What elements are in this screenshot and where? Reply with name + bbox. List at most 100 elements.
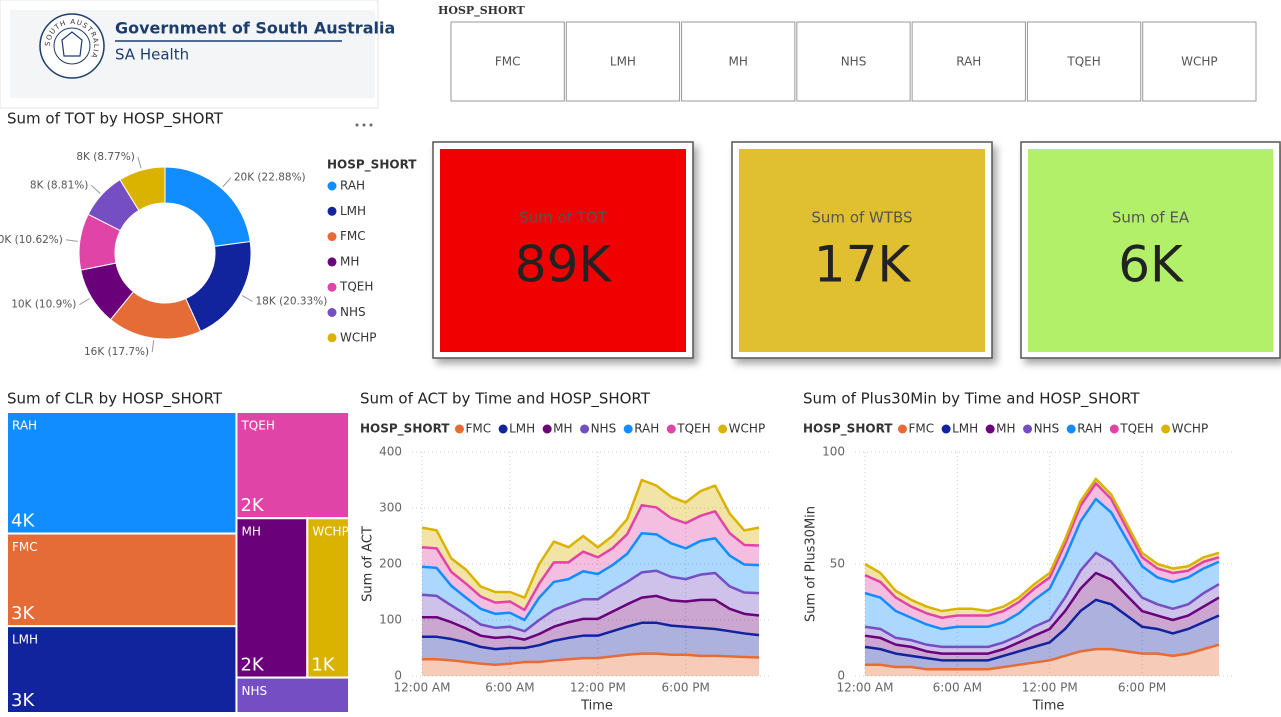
x-tick-label: 12:00 AM — [837, 681, 894, 695]
tile-value: 2K — [240, 495, 264, 516]
leader-line — [137, 156, 142, 169]
y-axis-label: Sum of Plus30Min — [804, 506, 819, 622]
slicer-item-label: NHS — [841, 55, 867, 69]
leader-line — [151, 340, 155, 353]
logo-emblem — [61, 31, 83, 57]
series-line — [865, 643, 1220, 671]
series-line — [864, 477, 1220, 613]
slicer-item[interactable] — [681, 21, 796, 102]
legend-label: TQEH — [1119, 422, 1153, 436]
x-tick-label: 12:00 PM — [570, 681, 626, 695]
chart-title: Sum of ACT by Time and HOSP_SHORT — [360, 390, 651, 409]
slicer-item[interactable] — [450, 21, 565, 102]
logo-inner — [53, 27, 91, 65]
more-menu[interactable] — [355, 123, 373, 127]
legend-label: LMH — [509, 422, 535, 436]
header-title: Government of South Australia — [115, 19, 395, 38]
legend-label: RAH — [340, 179, 365, 193]
legend-label: NHS — [340, 305, 366, 319]
x-tick-label: 12:00 PM — [1022, 681, 1078, 695]
legend-marker — [985, 424, 995, 434]
legend-label: TQEH — [676, 422, 710, 436]
legend-title: HOSP_SHORT — [360, 422, 450, 437]
legend-label: RAH — [634, 422, 659, 436]
series-line — [421, 569, 760, 633]
leader-line — [222, 177, 232, 188]
data-label: 18K (20.33%) — [256, 295, 328, 307]
x-tick-label: 6:00 PM — [662, 681, 710, 695]
treemap-tile — [306, 517, 350, 679]
slicer-item-label: WCHP — [1181, 55, 1218, 69]
slicer-item[interactable] — [1026, 21, 1142, 102]
area-band — [422, 570, 759, 640]
legend-marker — [542, 424, 552, 434]
area-band — [422, 505, 759, 620]
legend-title: HOSP_SHORT — [327, 158, 417, 173]
series-line — [864, 598, 1220, 662]
series-line — [421, 503, 760, 612]
tile-label: RAH — [12, 419, 37, 433]
area-band — [865, 599, 1219, 670]
legend-marker — [327, 308, 337, 317]
x-tick-label: 6:00 AM — [933, 681, 982, 695]
legend-marker — [580, 424, 590, 434]
legend-marker — [498, 424, 508, 434]
legend-label: LMH — [340, 204, 366, 218]
y-tick-label: 300 — [379, 501, 402, 515]
area-band — [422, 595, 759, 650]
tile-value: 3K — [11, 690, 35, 711]
legend-marker — [666, 424, 676, 434]
card-value: 17K — [814, 236, 912, 294]
legend-label: MH — [996, 422, 1015, 436]
series-line — [421, 478, 760, 599]
slicer-item-label: TQEH — [1066, 55, 1100, 69]
x-tick-label: 12:00 AM — [394, 681, 451, 695]
slicer-item[interactable] — [911, 21, 1026, 102]
treemap-tile — [6, 532, 238, 628]
legend-marker — [327, 282, 337, 292]
legend-marker — [1109, 424, 1119, 434]
card-label: Sum of WTBS — [811, 209, 912, 227]
tile-value: 3K — [11, 603, 35, 624]
series-line — [864, 551, 1220, 649]
x-tick-label: 6:00 PM — [1118, 681, 1166, 695]
legend-marker — [897, 424, 907, 434]
slicer-title: HOSP_SHORT — [438, 4, 526, 18]
area-band — [865, 572, 1219, 661]
series-line — [864, 482, 1220, 620]
legend-label: NHS — [1034, 422, 1060, 436]
area-band — [865, 552, 1219, 654]
tile-label: MH — [241, 525, 260, 539]
header-subtitle: SA Health — [115, 46, 189, 64]
data-label: 10K (10.9%) — [11, 299, 76, 311]
y-tick-label: 100 — [379, 613, 402, 627]
treemap-tile — [235, 676, 350, 715]
treemap-tile — [235, 411, 350, 520]
legend-marker — [1023, 424, 1033, 434]
slicer-item[interactable] — [1142, 21, 1257, 102]
tile-label: NHS — [241, 684, 267, 698]
card-fill — [739, 149, 985, 352]
legend-label: FMC — [465, 422, 491, 436]
slicer-item[interactable] — [796, 21, 911, 102]
chart-title: Sum of Plus30Min by Time and HOSP_SHORT — [803, 390, 1140, 409]
legend-label: MH — [553, 422, 572, 436]
legend-marker — [327, 181, 337, 191]
legend-marker — [454, 424, 464, 434]
slicer-item[interactable] — [565, 21, 681, 102]
leader-line — [65, 239, 78, 242]
donut-slice — [185, 241, 252, 332]
data-label: 10K (10.62%) — [0, 234, 63, 246]
x-axis-label: Time — [580, 699, 613, 714]
tile-label: FMC — [12, 540, 38, 554]
card-fill — [1028, 149, 1273, 352]
series-line — [864, 571, 1220, 655]
legend-marker — [1161, 424, 1171, 434]
legend-marker — [718, 424, 728, 434]
y-tick-label: 400 — [379, 445, 402, 459]
x-axis-label: Time — [1032, 699, 1065, 714]
y-tick-label: 100 — [822, 445, 845, 459]
leader-line — [241, 295, 253, 302]
series-line — [422, 594, 760, 641]
